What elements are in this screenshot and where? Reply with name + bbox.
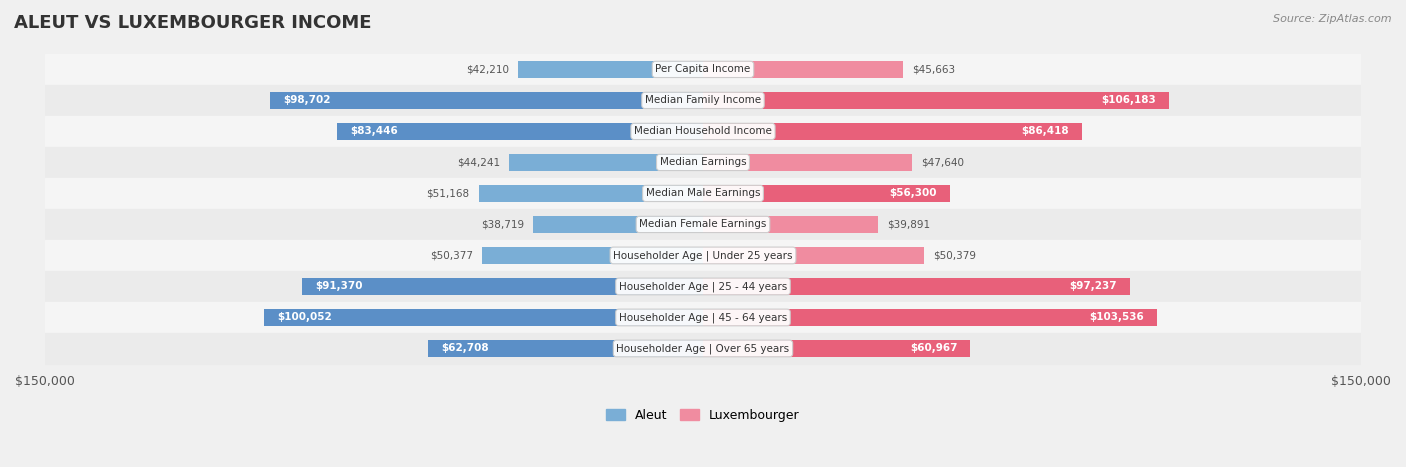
Bar bbox=[533, 216, 703, 233]
Text: $51,168: $51,168 bbox=[426, 188, 470, 198]
Bar bbox=[478, 185, 703, 202]
Bar bbox=[703, 216, 877, 233]
Text: $86,418: $86,418 bbox=[1021, 127, 1069, 136]
Text: $98,702: $98,702 bbox=[283, 95, 330, 106]
Text: $39,891: $39,891 bbox=[887, 219, 929, 229]
Bar bbox=[703, 123, 1083, 140]
Bar bbox=[45, 209, 1361, 240]
Text: $106,183: $106,183 bbox=[1101, 95, 1156, 106]
Text: $62,708: $62,708 bbox=[441, 343, 489, 354]
Bar bbox=[45, 178, 1361, 209]
Bar bbox=[45, 54, 1361, 85]
Text: $56,300: $56,300 bbox=[890, 188, 936, 198]
Text: Householder Age | Under 25 years: Householder Age | Under 25 years bbox=[613, 250, 793, 261]
Text: Per Capita Income: Per Capita Income bbox=[655, 64, 751, 74]
Bar bbox=[509, 154, 703, 171]
Text: Householder Age | 45 - 64 years: Householder Age | 45 - 64 years bbox=[619, 312, 787, 323]
Bar bbox=[703, 154, 912, 171]
Text: $38,719: $38,719 bbox=[481, 219, 524, 229]
Bar bbox=[270, 92, 703, 109]
Bar bbox=[427, 340, 703, 357]
Text: $97,237: $97,237 bbox=[1069, 282, 1116, 291]
Text: ALEUT VS LUXEMBOURGER INCOME: ALEUT VS LUXEMBOURGER INCOME bbox=[14, 14, 371, 32]
Bar bbox=[45, 85, 1361, 116]
Text: Median Household Income: Median Household Income bbox=[634, 127, 772, 136]
Text: $100,052: $100,052 bbox=[277, 312, 332, 322]
Legend: Aleut, Luxembourger: Aleut, Luxembourger bbox=[606, 409, 800, 422]
Text: Source: ZipAtlas.com: Source: ZipAtlas.com bbox=[1274, 14, 1392, 24]
Text: $60,967: $60,967 bbox=[910, 343, 957, 354]
Bar bbox=[302, 278, 703, 295]
Text: $91,370: $91,370 bbox=[315, 282, 363, 291]
Bar bbox=[703, 340, 970, 357]
Text: $83,446: $83,446 bbox=[350, 127, 398, 136]
Text: $50,377: $50,377 bbox=[430, 250, 474, 261]
Text: $47,640: $47,640 bbox=[921, 157, 963, 168]
Bar bbox=[703, 61, 903, 78]
Text: Householder Age | 25 - 44 years: Householder Age | 25 - 44 years bbox=[619, 281, 787, 292]
Bar bbox=[703, 247, 924, 264]
Bar bbox=[45, 302, 1361, 333]
Bar bbox=[703, 92, 1168, 109]
Bar bbox=[45, 333, 1361, 364]
Text: Median Family Income: Median Family Income bbox=[645, 95, 761, 106]
Text: Median Earnings: Median Earnings bbox=[659, 157, 747, 168]
Text: $44,241: $44,241 bbox=[457, 157, 501, 168]
Text: $45,663: $45,663 bbox=[912, 64, 955, 74]
Text: Median Female Earnings: Median Female Earnings bbox=[640, 219, 766, 229]
Bar bbox=[703, 278, 1129, 295]
Bar bbox=[45, 147, 1361, 178]
Text: $103,536: $103,536 bbox=[1090, 312, 1144, 322]
Bar bbox=[337, 123, 703, 140]
Bar bbox=[264, 309, 703, 326]
Bar bbox=[45, 116, 1361, 147]
Bar bbox=[517, 61, 703, 78]
Text: $50,379: $50,379 bbox=[932, 250, 976, 261]
Bar bbox=[703, 309, 1157, 326]
Text: Median Male Earnings: Median Male Earnings bbox=[645, 188, 761, 198]
Bar bbox=[703, 185, 950, 202]
Text: Householder Age | Over 65 years: Householder Age | Over 65 years bbox=[616, 343, 790, 354]
Text: $42,210: $42,210 bbox=[465, 64, 509, 74]
Bar bbox=[45, 271, 1361, 302]
Bar bbox=[45, 240, 1361, 271]
Bar bbox=[482, 247, 703, 264]
